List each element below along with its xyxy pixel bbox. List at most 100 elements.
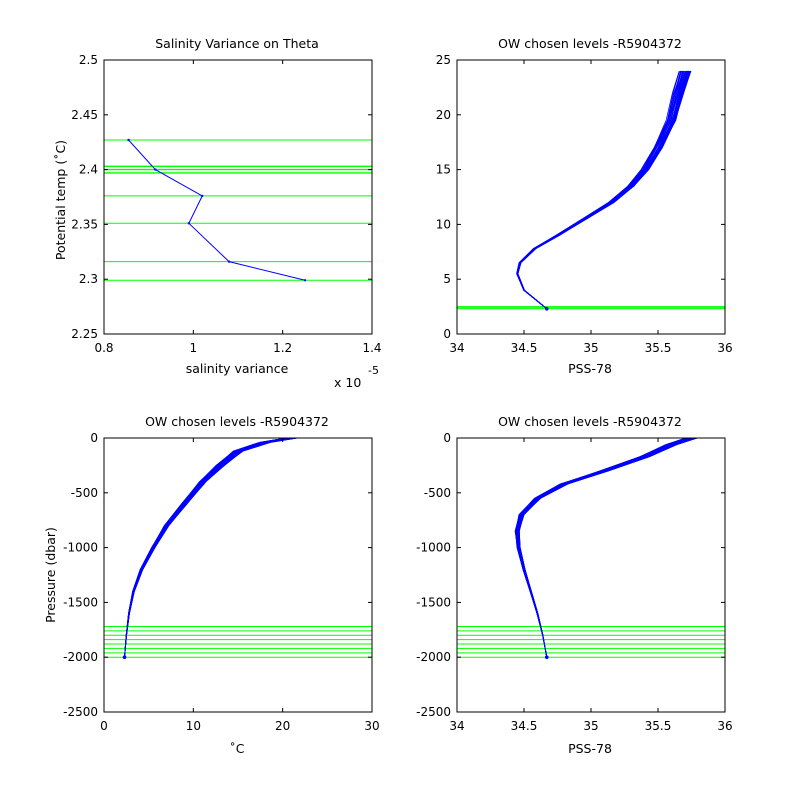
panel2-profile-end xyxy=(544,306,549,311)
panel1-ylabel: Potential temp (˚C) xyxy=(53,140,68,260)
panel3-profile-line xyxy=(124,438,292,658)
panel1-ytick-label: 2.3 xyxy=(79,272,98,286)
panel4-ytick-label: -500 xyxy=(424,486,451,500)
panel3-profile-line xyxy=(124,438,292,658)
panel3-profile-line xyxy=(124,438,293,658)
panel1-point xyxy=(187,222,191,225)
panel2-profile-line xyxy=(517,70,690,310)
panel4-frame xyxy=(456,437,726,713)
panel3-profile-line xyxy=(124,438,290,658)
panel2-profile-line xyxy=(516,70,683,310)
panel4-xtick-label: 36 xyxy=(717,719,732,733)
panel4-ytick-label: -1500 xyxy=(416,595,451,609)
panel1-multiplier-exponent: -5 xyxy=(368,364,379,377)
panel3-profile-line xyxy=(124,438,289,658)
panel4-profile-end xyxy=(544,655,549,659)
panel2-profile-line xyxy=(517,70,690,310)
panel3-profile-line xyxy=(124,438,287,658)
panel2-profile-line xyxy=(517,70,689,310)
panel3-profile-line xyxy=(124,438,293,658)
panel2-profile-line xyxy=(517,70,689,310)
panel3-profile-line xyxy=(124,438,292,658)
panel3-plot-area xyxy=(104,438,372,659)
panel2-ytick-label: 5 xyxy=(443,272,451,286)
panel1-series-line xyxy=(128,139,306,281)
panel2-profile-line xyxy=(516,70,682,310)
panel1-title: Salinity Variance on Theta xyxy=(155,36,319,51)
panel2-profile-line xyxy=(517,70,692,310)
panel1-multiplier: x 10 xyxy=(334,375,361,390)
panel4-ytick-label: 0 xyxy=(443,431,451,445)
panel2-profile-line xyxy=(517,70,689,310)
panel1-point xyxy=(201,194,204,198)
panel3-profile-line xyxy=(124,438,287,658)
panel2-xtick-label: 34.5 xyxy=(511,341,538,355)
panel1-point xyxy=(127,138,130,142)
panel2-profile-line xyxy=(517,70,691,310)
panel1-point xyxy=(227,260,231,263)
panel2-profile-line xyxy=(516,70,682,310)
panel3-xlabel: ˚C xyxy=(230,741,245,756)
panel2-profile-line xyxy=(517,70,688,310)
panel3-profile-line xyxy=(124,438,294,658)
panel2-profile-line xyxy=(517,70,687,310)
panel2-profile-line xyxy=(516,70,682,310)
panel2-ytick-label: 25 xyxy=(436,53,451,67)
panel2-xtick-label: 36 xyxy=(717,341,732,355)
panel3-profile-line xyxy=(124,438,293,658)
panel2-profile-line xyxy=(516,70,688,310)
panel3-ytick-label: -2500 xyxy=(63,705,98,719)
panel4-xtick-label: 35 xyxy=(583,719,598,733)
panel3-profile-line xyxy=(124,438,287,658)
panel2-profile-line xyxy=(517,70,688,310)
panel4-xtick-label: 34 xyxy=(449,719,464,733)
panel3-ytick-label: -1500 xyxy=(63,595,98,609)
panel1-xtick-label: 0.8 xyxy=(94,341,113,355)
panel2-profile-line xyxy=(517,70,685,310)
panel2-ytick-label: 10 xyxy=(436,217,451,231)
panel4-xlabel: PSS-78 xyxy=(568,741,612,756)
panel3-profile-line xyxy=(124,438,289,658)
panel1-point xyxy=(303,279,307,282)
panel2-xtick-label: 34 xyxy=(449,341,464,355)
panel2-profile-line xyxy=(516,70,684,310)
panel2-profile-line xyxy=(516,70,687,310)
panel3-profile-line xyxy=(124,438,287,658)
panel2-profile-line xyxy=(517,70,689,310)
panel1-ytick-label: 2.45 xyxy=(71,108,98,122)
panel3-ytick-label: -2000 xyxy=(63,650,98,664)
panel2-profile-line xyxy=(517,70,691,310)
panel3-profile-end xyxy=(122,655,127,659)
panel2-profile-line xyxy=(517,70,687,310)
panel2-profile-line xyxy=(517,70,689,310)
panel4-profile-line xyxy=(518,438,696,658)
panel2-profile-line xyxy=(517,70,686,310)
panel3-profile-line xyxy=(124,438,289,658)
panel1-plot-area xyxy=(104,138,372,282)
panel3-profile-line xyxy=(124,438,287,658)
panel3-profile-line xyxy=(124,438,289,658)
panel2-profile-line xyxy=(516,70,682,310)
panel2-xtick-label: 35.5 xyxy=(645,341,672,355)
panel3-profile-line xyxy=(124,438,292,658)
panel3-ytick-label: -500 xyxy=(71,486,98,500)
panel4-xtick-label: 35.5 xyxy=(645,719,672,733)
axes-layer: 0.8 1 1.2 1.4 2.25 2.3 2.35 2.4 2.45 2.5 34 34.5 35 3… xyxy=(63,53,733,733)
panel2-ytick-label: 20 xyxy=(436,108,451,122)
panel1-point xyxy=(154,168,157,171)
panel4-xtick-label: 34.5 xyxy=(511,719,538,733)
panel3-profile-line xyxy=(124,438,295,658)
panel2-profile-line xyxy=(517,70,692,310)
panel2-profile-line xyxy=(516,70,684,310)
panel1-ytick-label: 2.5 xyxy=(79,53,98,67)
panel1-ytick-label: 2.25 xyxy=(71,327,98,341)
panel1-xtick-label: 1.2 xyxy=(273,341,292,355)
panel2-profile-line xyxy=(517,70,691,310)
panel2-xtick-label: 35 xyxy=(583,341,598,355)
panel2-frame xyxy=(456,59,726,335)
panel4-title: OW chosen levels -R5904372 xyxy=(498,414,682,429)
panel3-profile-line xyxy=(124,438,290,658)
panel3-ytick-label: 0 xyxy=(90,431,98,445)
panel3-profile-line xyxy=(124,438,295,658)
